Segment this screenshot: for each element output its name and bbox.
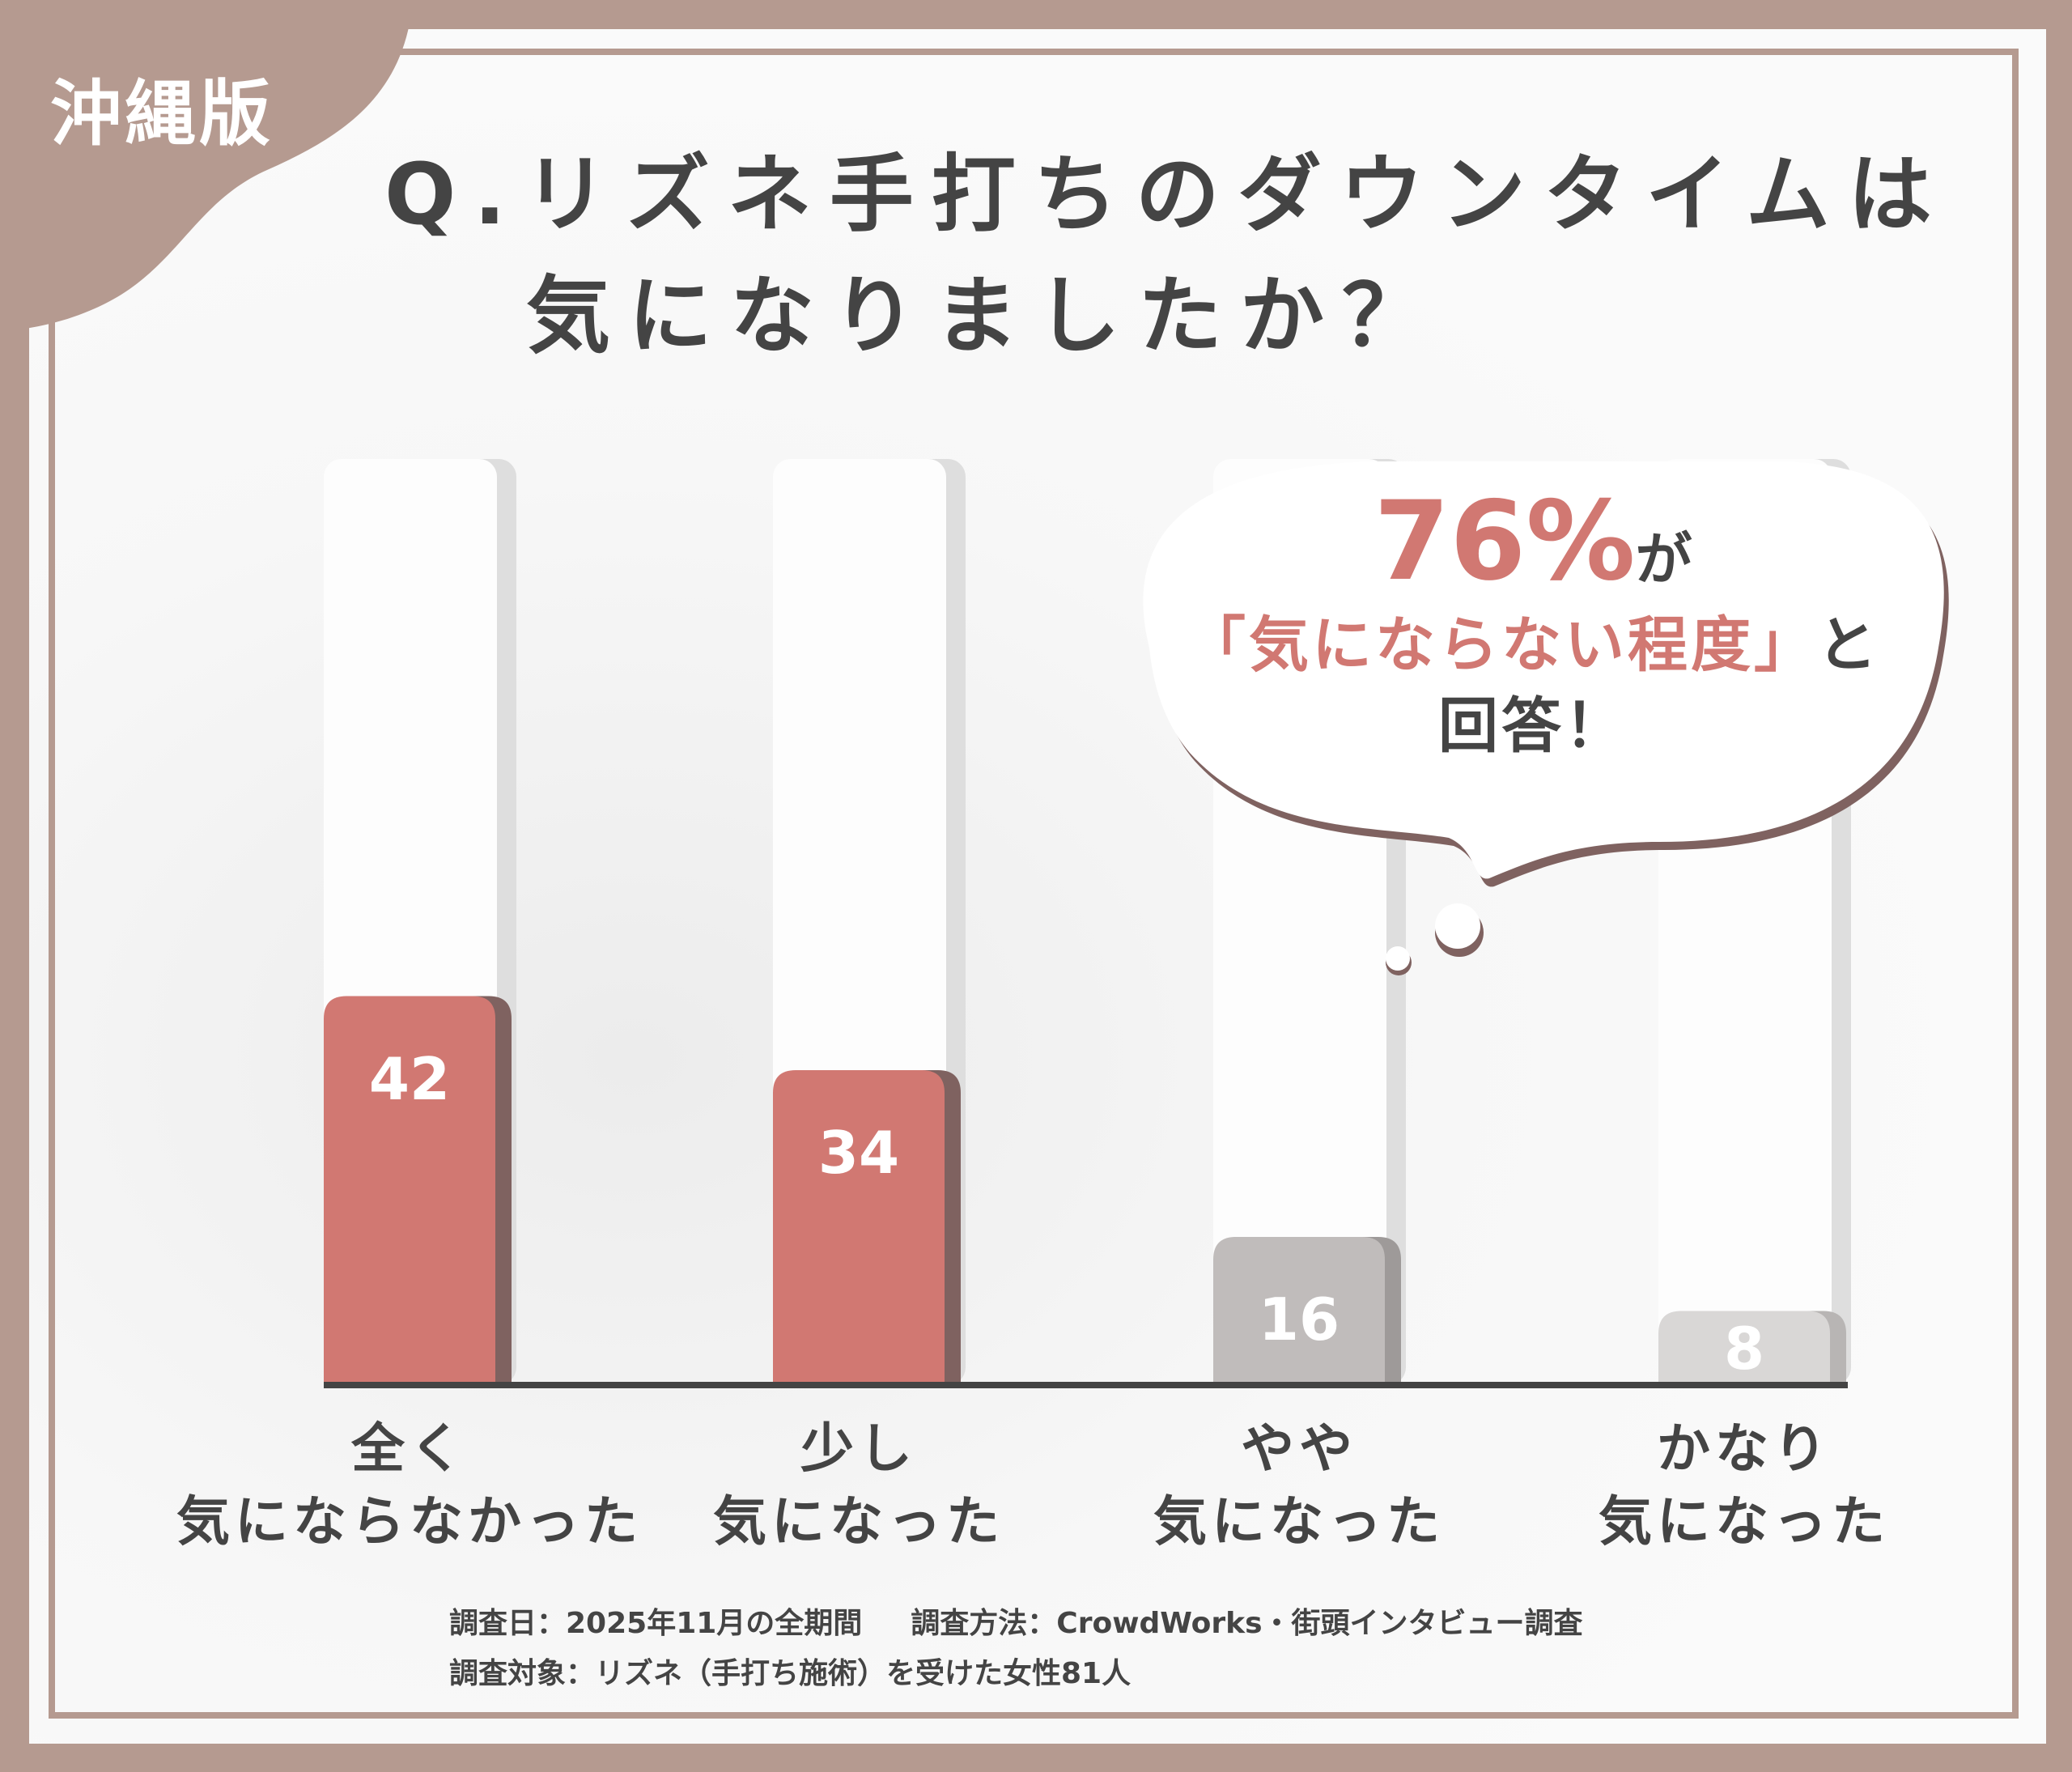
category-label-line: 気にならなかった [176, 1490, 643, 1553]
survey-date: 調査日：2025年11月の全期間 [449, 1607, 863, 1640]
question-title-line2: 気になりましたか？ [526, 266, 1445, 365]
category-label-line: 少し [800, 1417, 917, 1480]
region-tag-shape [0, 0, 413, 332]
region-tag: 沖縄版 [50, 72, 274, 155]
bar-value-label: 8 [1723, 1315, 1765, 1383]
survey-target: 調査対象：リズネ（手打ち施術）を受けた女性81人 [449, 1657, 1132, 1690]
speech-bubble [1143, 461, 1949, 975]
category-label: 全く気にならなかった [176, 1413, 643, 1558]
callout-quote: 「気にならない程度」 [1186, 610, 1817, 680]
callout-percent: 76% [1374, 478, 1636, 605]
bar-0 [324, 996, 495, 1385]
bar-value-label: 42 [368, 1044, 451, 1113]
callout-to: と [1817, 610, 1880, 680]
category-label-line: 気になった [1153, 1490, 1445, 1553]
bar-1 [773, 1070, 945, 1385]
survey-method: 調査方法：CrowdWorks・街頭インタビュー調査 [911, 1607, 1583, 1640]
question-title-line1: Q.リズネ手打ちのダウンタイムは [384, 145, 1950, 244]
bar-value-label: 16 [1258, 1285, 1340, 1353]
survey-footer: 調査日：2025年11月の全期間 調査方法：CrowdWorks・街頭インタビュー… [449, 1599, 1632, 1699]
inner-frame [49, 49, 2019, 1719]
category-label-line: 全く [351, 1417, 468, 1480]
callout-ga: が [1635, 526, 1692, 593]
category-label: かなり 気になった [1599, 1413, 1890, 1558]
bar-value-label: 34 [817, 1119, 900, 1188]
bar-3 [1658, 1311, 1830, 1385]
category-label-line: 気になった [1599, 1490, 1890, 1553]
category-label-line: かなり [1657, 1417, 1832, 1480]
category-label: 少し 気になった [713, 1413, 1004, 1558]
callout-text: 76%が 「気にならない程度」と 回答！ [1126, 478, 1940, 767]
category-label-line: 気になった [713, 1490, 1004, 1553]
category-label: やや 気になった [1153, 1413, 1445, 1558]
bar-2 [1213, 1236, 1385, 1385]
category-label-line: やや [1241, 1417, 1357, 1480]
callout-answer: 回答！ [1438, 691, 1628, 761]
